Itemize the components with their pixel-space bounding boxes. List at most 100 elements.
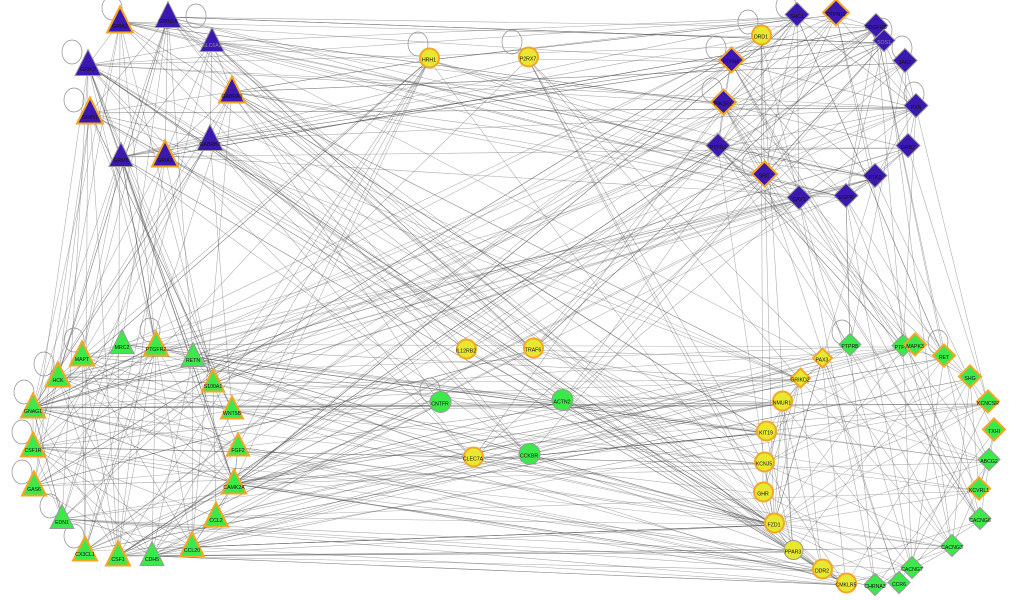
diamond-node-icon (704, 132, 732, 165)
triangle-node-icon (20, 469, 48, 503)
network-node[interactable]: EGFR (832, 182, 860, 215)
diamond-node-icon (894, 132, 922, 165)
network-node[interactable]: CACNG6 (967, 506, 993, 534)
network-node[interactable]: KIT19 (755, 419, 778, 447)
triangle-node-icon (48, 503, 76, 536)
network-node[interactable]: PTPN11 (821, 0, 851, 30)
network-node[interactable]: KCVRL1 (966, 476, 992, 507)
network-node[interactable]: CCL20 (178, 530, 206, 561)
network-node[interactable]: GRIA1 (150, 138, 180, 171)
circle-node-icon (462, 445, 485, 473)
network-node[interactable]: SHC1 (783, 1, 811, 31)
diamond-node-icon (837, 332, 863, 363)
circle-node-icon (755, 419, 778, 447)
triangle-node-icon (107, 141, 135, 174)
diamond-node-icon (832, 182, 860, 215)
network-node[interactable]: GABRB2 (195, 123, 225, 155)
network-node[interactable]: CMKLR5 (835, 572, 858, 597)
network-node[interactable]: FGF2 (225, 431, 251, 463)
network-node[interactable]: HCK (44, 360, 72, 394)
diamond-node-icon (821, 0, 851, 33)
network-node[interactable]: MAPK3 (902, 332, 928, 363)
network-node[interactable]: CCR6 (886, 570, 912, 598)
network-node[interactable]: CHRNA3 (862, 572, 888, 600)
diamond-node-icon (981, 417, 1007, 448)
network-node[interactable]: DRD1 (750, 24, 773, 49)
network-node[interactable]: IL12RB2 (455, 338, 478, 363)
diamond-node-icon (871, 28, 897, 59)
network-node[interactable]: GRIN1 (75, 95, 105, 131)
network-node[interactable]: ABCG2 (976, 447, 1002, 475)
network-node[interactable]: WNT5B (219, 394, 245, 423)
network-node[interactable]: PTGFR2 (142, 329, 170, 360)
network-node[interactable]: GRM5 (107, 141, 135, 174)
network-node[interactable]: EDN1 (48, 503, 76, 536)
diamond-node-icon (966, 476, 992, 507)
network-node[interactable]: PTPRB (837, 332, 863, 363)
triangle-node-icon (44, 360, 72, 394)
diamond-node-icon (709, 87, 738, 121)
circle-node-icon (517, 441, 542, 471)
network-node[interactable]: GNAG1 (19, 391, 47, 422)
triangle-node-icon (217, 74, 247, 110)
network-node[interactable]: CAMK2A (220, 467, 248, 498)
network-node[interactable]: GABRA1 (217, 74, 247, 110)
circle-node-icon (782, 538, 805, 566)
network-node[interactable]: TRAF6 (522, 336, 545, 364)
triangle-node-icon (75, 95, 105, 131)
network-node[interactable]: CCKBR (517, 441, 542, 471)
network-node[interactable]: CSF1R (19, 430, 47, 461)
network-node[interactable]: GAS6 (20, 469, 48, 503)
network-node[interactable]: CSF1 (104, 539, 132, 570)
network-node[interactable]: CACNG3 (939, 533, 965, 561)
network-node[interactable]: PIK3R1 (709, 87, 738, 121)
network-node[interactable]: CDH5 (138, 540, 166, 570)
network-node[interactable]: KCNCSR (975, 389, 1001, 417)
network-node[interactable]: RET (931, 343, 957, 374)
network-node[interactable]: PTK2 (861, 162, 889, 192)
network-node[interactable]: GRB2 (894, 132, 922, 165)
triangle-node-icon (73, 48, 103, 83)
network-node[interactable]: S100A1 (200, 367, 226, 396)
triangle-node-icon (225, 431, 251, 463)
network-node[interactable]: CNTFR (428, 390, 453, 417)
diamond-node-icon (811, 346, 834, 374)
network-node[interactable]: PXN (902, 92, 930, 122)
network-node[interactable]: HRH1 (418, 47, 441, 72)
network-node[interactable]: NMUR1 (771, 389, 794, 417)
network-node[interactable]: GHR (752, 481, 775, 506)
network-node[interactable]: FZD1 (763, 512, 786, 537)
diamond-node-icon (785, 184, 813, 217)
network-node[interactable]: PPAR3 (782, 538, 805, 566)
network-node[interactable]: P2RX7 (517, 45, 540, 73)
network-node[interactable]: GRIN2A (153, 0, 183, 32)
network-node[interactable]: SRC (750, 159, 779, 191)
network-node[interactable]: TXHI (981, 417, 1007, 448)
diamond-node-icon (902, 332, 928, 363)
network-node[interactable]: GRIA2 (105, 4, 135, 37)
triangle-node-icon (198, 26, 226, 59)
network-node[interactable]: MRC2 (108, 328, 136, 358)
network-node[interactable]: GRIK2 (73, 48, 103, 83)
network-node[interactable]: CX3CL1 (71, 534, 99, 565)
network-node[interactable]: CCL2 (202, 500, 230, 531)
diamond-node-icon (931, 343, 957, 374)
network-node[interactable]: CLEC7A (462, 445, 485, 473)
network-node[interactable]: KCNJ5 (753, 451, 776, 476)
network-node[interactable]: PAX3 (811, 346, 834, 374)
network-node[interactable]: PTPN6 (717, 45, 746, 77)
circle-node-icon (517, 45, 540, 73)
circle-node-icon (522, 336, 545, 364)
network-node[interactable]: MAPT (68, 339, 96, 370)
network-node[interactable]: CAV1 (785, 184, 813, 217)
network-node[interactable]: SLC6A2 (198, 26, 226, 59)
network-node[interactable]: ACTN2 (550, 388, 575, 415)
diamond-node-icon (862, 572, 888, 600)
network-node[interactable]: DDR2 (811, 558, 834, 583)
network-node[interactable]: JAK2 (891, 47, 919, 80)
network-node[interactable]: PTPN1 (704, 132, 732, 165)
diamond-node-icon (891, 47, 919, 80)
circle-node-icon (771, 389, 794, 417)
